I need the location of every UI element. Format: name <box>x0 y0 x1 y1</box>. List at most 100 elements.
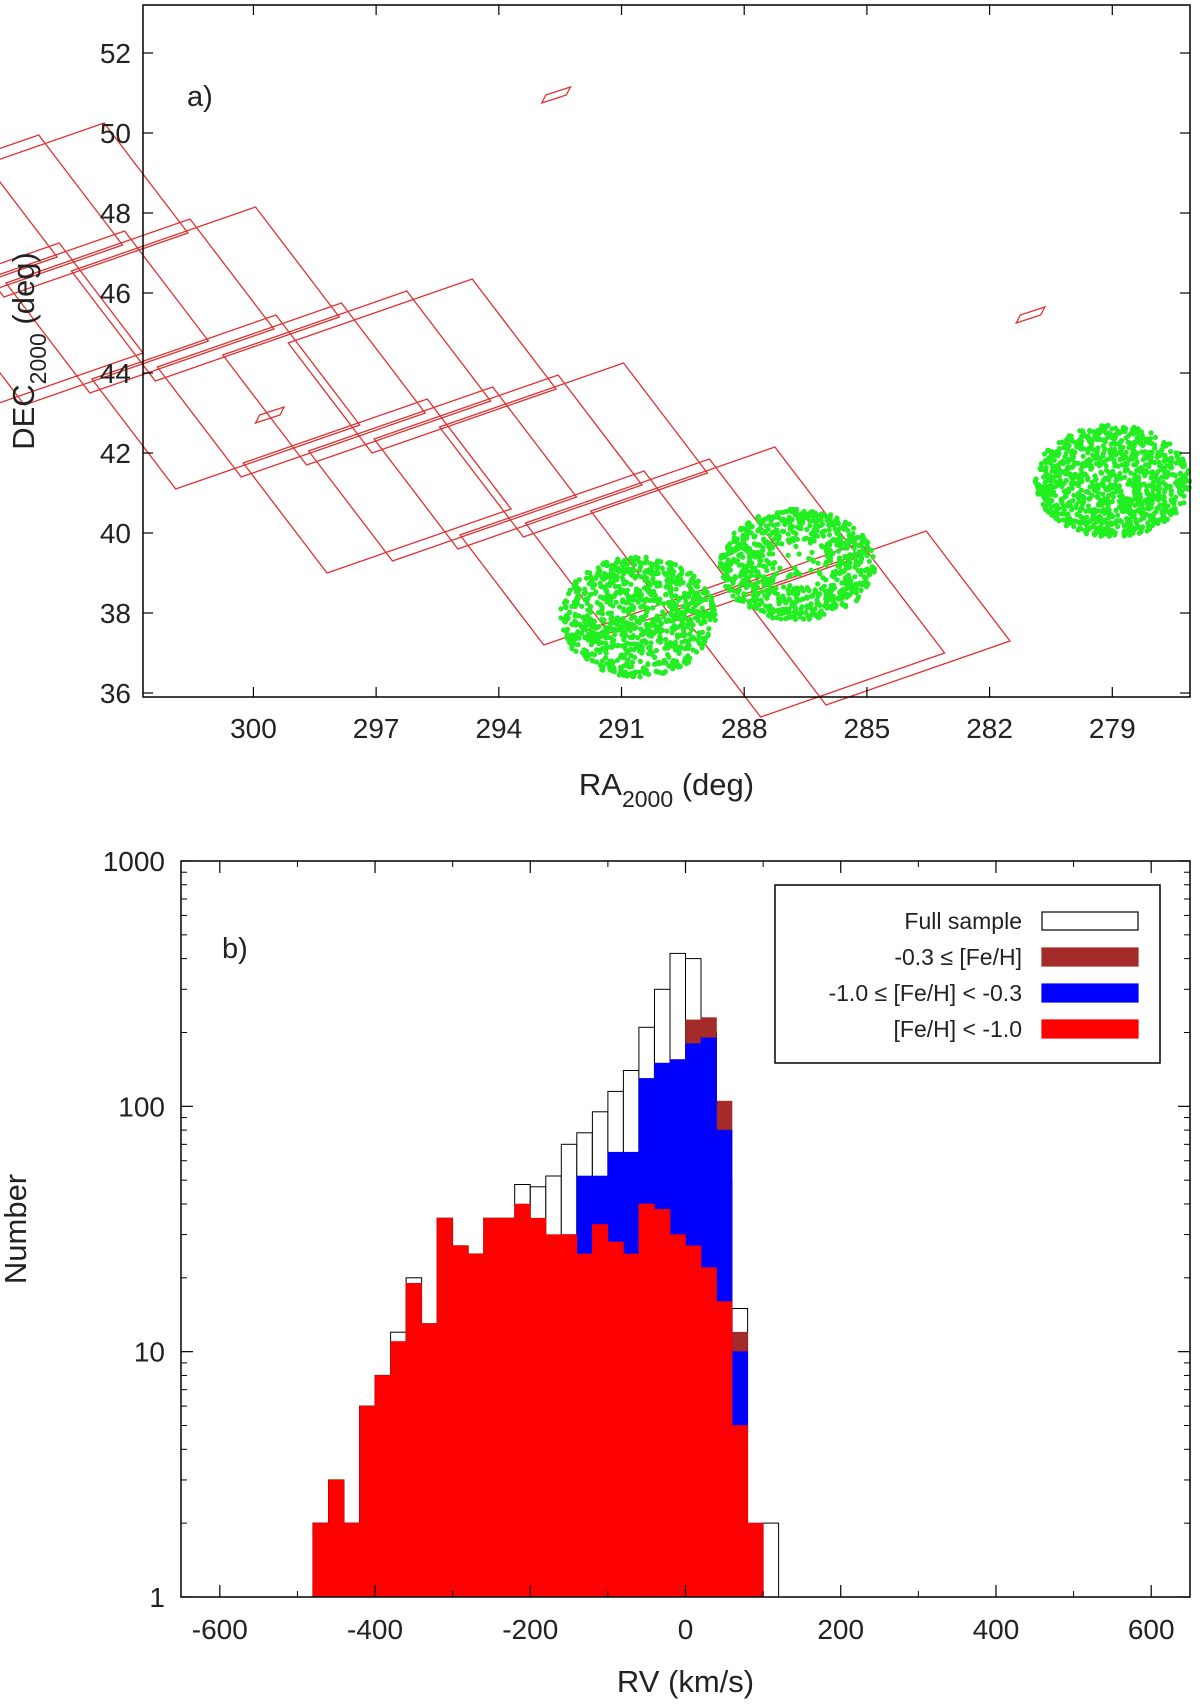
star-point <box>797 614 803 620</box>
star-point <box>1114 477 1120 483</box>
x-tick-label: 291 <box>598 713 645 744</box>
star-point <box>1140 442 1146 448</box>
star-point <box>1128 519 1134 525</box>
star-point <box>654 613 660 619</box>
star-point <box>660 609 666 615</box>
star-point <box>1107 470 1113 476</box>
star-point <box>690 596 697 602</box>
star-point <box>1122 508 1128 514</box>
star-point <box>653 628 659 635</box>
star-point <box>1174 452 1181 458</box>
star-point <box>1141 469 1148 475</box>
star-point <box>614 577 620 583</box>
star-point <box>621 636 627 643</box>
star-point <box>1123 516 1130 522</box>
star-point <box>1119 494 1125 500</box>
star-point <box>1090 483 1096 489</box>
star-point <box>641 614 647 620</box>
star-point <box>628 581 634 587</box>
star-point <box>1078 438 1085 444</box>
star-point <box>772 514 778 520</box>
star-point <box>786 596 792 602</box>
star-point <box>1149 458 1155 464</box>
star-point <box>1095 433 1101 439</box>
star-point <box>631 597 637 603</box>
histogram-bar <box>638 1203 655 1598</box>
star-point <box>793 594 799 601</box>
star-point <box>837 544 844 550</box>
star-point <box>595 610 602 616</box>
star-point <box>853 560 859 566</box>
star-point <box>1125 481 1131 487</box>
star-point <box>591 638 597 645</box>
star-point <box>1109 499 1115 505</box>
star-point <box>670 618 676 624</box>
star-point <box>1079 428 1085 434</box>
star-point <box>776 510 782 516</box>
star-point <box>1127 440 1133 446</box>
histogram-bar <box>328 1479 345 1598</box>
star-point <box>766 606 772 613</box>
star-point <box>1098 461 1104 467</box>
star-point <box>1102 446 1108 452</box>
star-point <box>686 643 692 649</box>
star-point <box>611 667 617 673</box>
star-point <box>1075 460 1081 466</box>
star-point <box>616 604 623 610</box>
field-footprint <box>0 122 190 298</box>
star-point <box>801 588 807 594</box>
star-point <box>827 522 833 528</box>
star-point <box>820 511 826 517</box>
star-point <box>646 579 652 585</box>
star-point <box>601 570 608 577</box>
star-point <box>732 575 738 581</box>
star-point <box>1165 503 1171 509</box>
star-point <box>584 613 591 619</box>
star-point <box>600 629 606 635</box>
star-point <box>613 599 619 605</box>
star-point <box>1155 497 1161 503</box>
y-axis-title-unit: (deg) <box>6 252 41 333</box>
star-point <box>738 551 744 557</box>
star-point <box>1041 494 1047 500</box>
star-point <box>1075 483 1082 489</box>
star-point <box>1098 508 1104 514</box>
star-point <box>1118 504 1124 510</box>
star-point <box>742 591 749 597</box>
star-point <box>730 593 736 599</box>
star-point <box>795 525 801 531</box>
star-point <box>1055 462 1061 468</box>
star-point <box>1099 532 1105 539</box>
x-tick-label: -400 <box>347 1614 403 1645</box>
star-point <box>1083 531 1090 537</box>
star-point <box>642 574 648 580</box>
star-point <box>650 605 656 611</box>
star-point <box>695 590 701 596</box>
star-point <box>776 607 782 613</box>
star-point <box>647 632 653 638</box>
star-point <box>736 562 742 568</box>
star-point <box>674 632 681 638</box>
star-point <box>564 626 571 632</box>
star-point <box>1085 433 1091 439</box>
star-point <box>571 635 578 641</box>
star-point <box>762 564 769 570</box>
star-point <box>629 659 636 666</box>
star-point <box>1145 462 1152 468</box>
star-point <box>584 656 590 662</box>
star-point <box>595 565 601 571</box>
star-point <box>678 576 684 582</box>
star-point <box>669 593 675 600</box>
star-point <box>771 574 777 580</box>
star-point <box>668 560 675 567</box>
star-point <box>1032 478 1038 484</box>
star-point <box>760 519 766 525</box>
star-point <box>1161 511 1167 517</box>
x-axis-title-unit: (deg) <box>673 767 754 802</box>
star-point <box>694 579 700 585</box>
star-point <box>617 586 624 592</box>
star-point <box>821 583 827 589</box>
star-point <box>624 673 630 679</box>
star-point <box>658 620 665 627</box>
